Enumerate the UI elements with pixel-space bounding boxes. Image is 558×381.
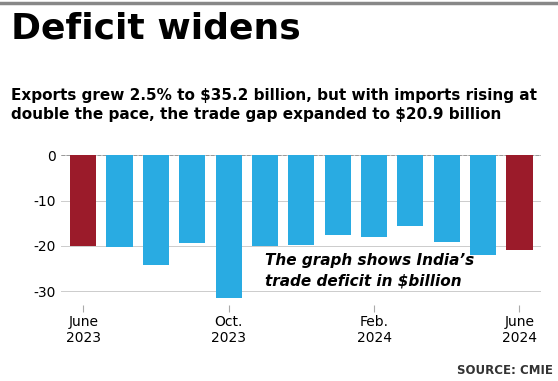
Bar — [179, 155, 205, 243]
Bar — [107, 155, 133, 247]
Bar — [70, 155, 97, 247]
Bar — [470, 155, 496, 255]
Bar — [361, 155, 387, 237]
Bar — [215, 155, 242, 298]
Bar — [397, 155, 424, 226]
Text: Exports grew 2.5% to $35.2 billion, but with imports rising at
double the pace, : Exports grew 2.5% to $35.2 billion, but … — [11, 88, 537, 122]
Bar — [252, 155, 278, 246]
Text: Deficit widens: Deficit widens — [11, 11, 301, 45]
Bar — [143, 155, 169, 265]
Bar — [434, 155, 460, 242]
Text: The graph shows India’s
trade deficit in $billion: The graph shows India’s trade deficit in… — [265, 253, 474, 289]
Bar — [288, 155, 314, 245]
Text: SOURCE: CMIE: SOURCE: CMIE — [456, 364, 552, 377]
Bar — [506, 155, 532, 250]
Bar — [325, 155, 351, 235]
